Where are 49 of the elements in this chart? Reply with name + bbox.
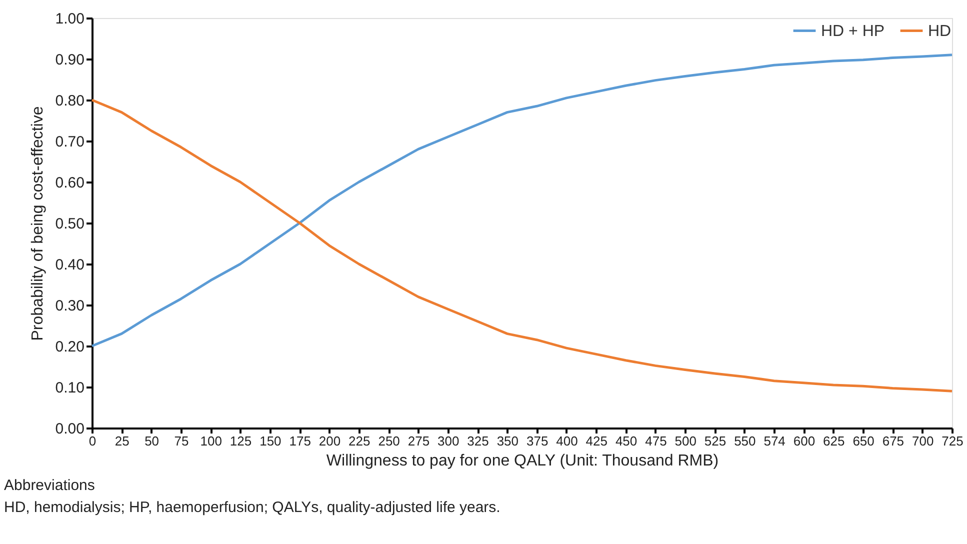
x-tick-label: 425	[586, 434, 608, 448]
x-axis-title: Willingness to pay for one QALY (Unit: Thousand RMB)	[326, 452, 719, 470]
x-tick-label: 300	[438, 434, 460, 448]
y-tick-label: 0.40	[55, 256, 84, 274]
x-tick-label: 75	[174, 434, 189, 448]
legend-label: HD	[928, 22, 952, 40]
x-tick-label: 525	[704, 434, 726, 448]
y-axis-title: Probability of being cost-effective	[29, 106, 46, 341]
x-tick-label: 450	[615, 434, 638, 448]
y-tick-label: 0.80	[55, 92, 84, 110]
y-tick-label: 0.70	[55, 134, 84, 150]
text: HD, hemodialysis; HP, haemoperfusion; QALYs, quality-adjusted life years.	[4, 499, 500, 516]
line-series	[90, 54, 954, 348]
y-tick-label: 0.30	[55, 298, 84, 314]
y-tick-label: 0.00	[55, 420, 84, 438]
x-tick-label: 100	[200, 434, 222, 448]
x-tick-label: 475	[645, 434, 667, 448]
x-tick-label: 725	[942, 434, 964, 448]
x-tick-label: 325	[467, 434, 489, 448]
x-tick-label: 625	[823, 434, 845, 448]
x-tick-label: 675	[882, 434, 904, 448]
x-tick-label: 25	[114, 434, 130, 448]
x-tick-label: 125	[230, 434, 252, 448]
y-tick-label: 0.20	[55, 338, 84, 356]
text: Abbreviations	[4, 477, 95, 494]
x-tick-label: 250	[378, 434, 400, 448]
x-tick-label: 50	[144, 434, 160, 448]
y-tick-label: 0.60	[55, 174, 84, 192]
x-tick-label: 350	[496, 434, 519, 448]
x-tick-label: 200	[318, 434, 341, 448]
x-tick-label: 175	[289, 434, 311, 448]
x-tick-label: 650	[852, 434, 874, 448]
y-tick-label: 0.90	[55, 52, 84, 68]
x-tick-label: 375	[526, 434, 548, 448]
x-tick-label: 150	[260, 434, 282, 448]
x-tick-label: 574	[764, 434, 786, 448]
x-tick-label: 0	[88, 434, 96, 448]
x-tick-label: 700	[912, 434, 934, 448]
x-tick-label: 550	[734, 434, 756, 448]
x-tick-label: 600	[793, 434, 816, 448]
x-tick-label: 225	[348, 434, 370, 448]
y-tick-label: 0.10	[55, 380, 84, 396]
x-tick-label: 275	[408, 434, 430, 448]
y-tick-label: 0.50	[55, 216, 84, 232]
y-tick-label: 1.00	[55, 10, 84, 28]
x-tick-label: 500	[674, 434, 696, 448]
x-tick-label: 400	[556, 434, 578, 448]
legend-label: HD + HP	[821, 22, 885, 40]
line-series	[90, 98, 954, 392]
